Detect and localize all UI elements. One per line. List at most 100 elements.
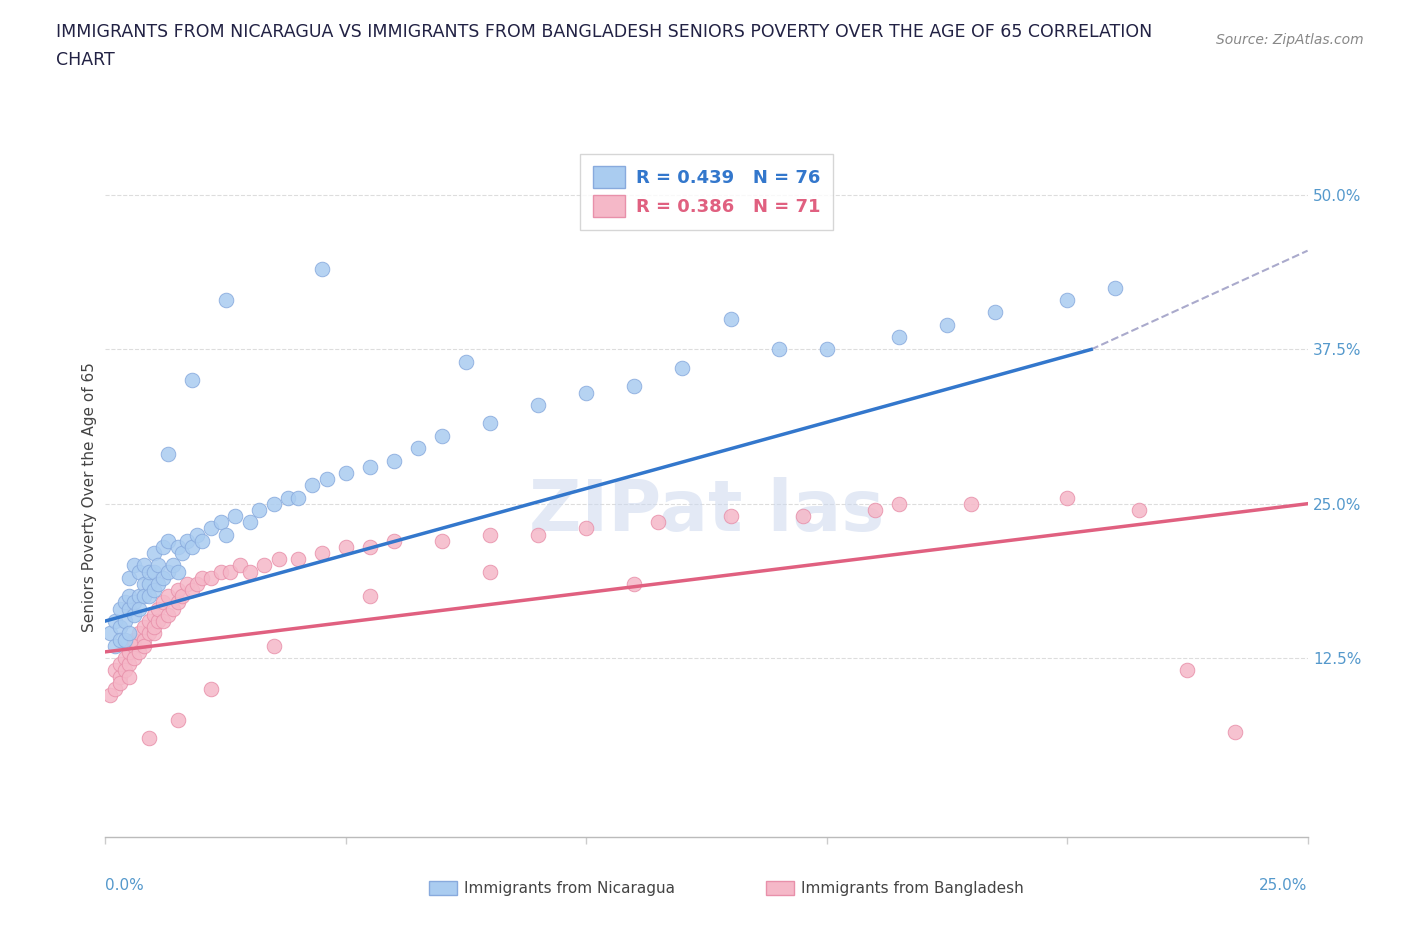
Point [138, 589, 160, 604]
Point [479, 565, 502, 579]
Point [936, 317, 959, 332]
Point [148, 558, 170, 573]
Point [138, 614, 160, 629]
Y-axis label: Seniors Poverty Over the Age of 65: Seniors Poverty Over the Age of 65 [82, 363, 97, 632]
Point [156, 589, 179, 604]
Point [142, 565, 165, 579]
Point [176, 577, 198, 591]
Point [359, 539, 381, 554]
Point [166, 595, 188, 610]
Text: CHART: CHART [56, 51, 115, 69]
Point [382, 453, 405, 468]
Point [114, 663, 136, 678]
Point [623, 577, 645, 591]
Point [124, 558, 146, 573]
Point [108, 601, 131, 616]
Point [124, 638, 146, 653]
Point [768, 342, 790, 357]
Point [479, 527, 502, 542]
Text: 25.0%: 25.0% [1260, 878, 1308, 893]
Point [382, 533, 405, 548]
Point [132, 558, 155, 573]
Point [311, 261, 333, 276]
Point [166, 565, 188, 579]
Point [156, 533, 179, 548]
Point [118, 570, 141, 585]
Point [104, 638, 127, 653]
Point [124, 651, 146, 666]
Point [128, 589, 150, 604]
Point [623, 379, 645, 394]
Point [132, 577, 155, 591]
Point [1175, 663, 1198, 678]
Text: Immigrants from Nicaragua: Immigrants from Nicaragua [464, 881, 675, 896]
Text: Immigrants from Bangladesh: Immigrants from Bangladesh [801, 881, 1024, 896]
Point [118, 601, 141, 616]
Point [124, 632, 146, 647]
Point [239, 515, 262, 530]
Point [277, 490, 299, 505]
Text: 0.0%: 0.0% [105, 878, 145, 893]
Point [887, 329, 910, 344]
Point [335, 539, 357, 554]
Point [108, 632, 131, 647]
Point [209, 565, 232, 579]
Point [128, 601, 150, 616]
Point [181, 539, 204, 554]
Point [311, 546, 333, 561]
Point [359, 459, 381, 474]
Point [118, 657, 141, 671]
Point [108, 675, 131, 690]
Point [575, 385, 598, 400]
Point [142, 546, 165, 561]
Point [132, 632, 155, 647]
Point [104, 614, 127, 629]
Point [1104, 280, 1126, 295]
Point [430, 429, 453, 444]
Point [128, 626, 150, 641]
Point [335, 465, 357, 480]
Point [118, 626, 141, 641]
Point [114, 651, 136, 666]
Point [124, 595, 146, 610]
Point [190, 570, 212, 585]
Point [1056, 490, 1078, 505]
Point [124, 607, 146, 622]
Point [253, 558, 276, 573]
Point [1056, 293, 1078, 308]
Point [863, 502, 886, 517]
Point [152, 614, 174, 629]
Point [671, 361, 693, 376]
Point [142, 626, 165, 641]
Point [287, 551, 309, 566]
Point [815, 342, 838, 357]
Point [162, 601, 184, 616]
Point [209, 515, 232, 530]
Point [132, 619, 155, 634]
Point [152, 539, 174, 554]
Point [214, 293, 236, 308]
Point [887, 497, 910, 512]
Point [200, 682, 222, 697]
Point [148, 601, 170, 616]
Point [108, 619, 131, 634]
Point [138, 565, 160, 579]
Legend: R = 0.439   N = 76, R = 0.386   N = 71: R = 0.439 N = 76, R = 0.386 N = 71 [579, 153, 834, 230]
Point [114, 614, 136, 629]
Point [142, 619, 165, 634]
Point [229, 558, 252, 573]
Point [1225, 724, 1247, 739]
Point [138, 626, 160, 641]
Point [172, 546, 194, 561]
Point [108, 657, 131, 671]
Point [181, 373, 204, 388]
Point [247, 502, 270, 517]
Point [98, 626, 121, 641]
Point [720, 509, 742, 524]
Point [239, 565, 262, 579]
Point [301, 478, 323, 493]
Point [156, 565, 179, 579]
Point [186, 527, 208, 542]
Point [406, 441, 429, 456]
Point [527, 527, 550, 542]
